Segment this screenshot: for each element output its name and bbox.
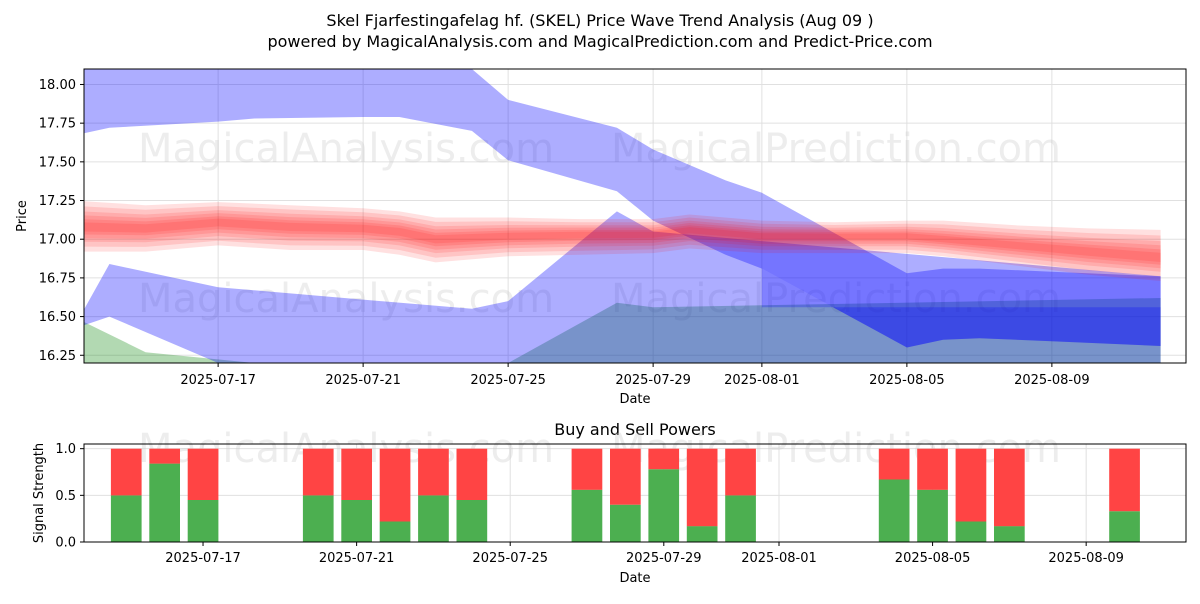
sell-bar-15 [955, 448, 987, 522]
bottom-x-axis-label: Date [619, 571, 650, 586]
sell-bar-8 [571, 448, 603, 490]
buy-bar-14 [917, 489, 948, 542]
bottom-ytick-label-2: 1.0 [55, 442, 76, 457]
bottom-x-ticks: 2025-07-17 2025-07-21 2025-07-25 2025-07-29… [165, 542, 1124, 566]
top-xtick-label-6: 2025-08-09 [1014, 373, 1090, 388]
red-band-layer-5 [84, 218, 1161, 262]
sell-bar-6 [418, 448, 449, 496]
bottom-xtick-label-4: 2025-08-01 [741, 551, 817, 566]
buy-bar-16 [994, 526, 1025, 542]
top-x-axis-label: Date [619, 392, 650, 407]
bottom-ytick-label-0: 0.0 [55, 536, 76, 551]
sell-bar-16 [994, 448, 1025, 527]
buy-bar-10 [648, 469, 680, 542]
buy-bar-8 [571, 489, 603, 542]
sell-bar-10 [648, 448, 680, 470]
buy-bar-3 [302, 495, 334, 542]
watermark-right-upper: MagicalPrediction.com [611, 126, 1061, 172]
chart-title-line1: Skel Fjarfestingafelag hf. (SKEL) Price … [326, 11, 873, 30]
bottom-bars [110, 448, 1140, 542]
sell-bar-9 [610, 448, 641, 505]
top-ytick-label-0: 16.25 [39, 349, 76, 364]
sell-bar-17 [1109, 448, 1140, 512]
top-y-axis-label: Price [15, 200, 30, 232]
red-band-layer-2 [84, 210, 1161, 272]
watermark-left-upper: MagicalAnalysis.com [138, 126, 554, 172]
top-xtick-label-0: 2025-07-17 [180, 373, 256, 388]
bottom-xtick-label-2: 2025-07-25 [472, 551, 548, 566]
bottom-xtick-label-6: 2025-08-09 [1048, 551, 1124, 566]
sell-bar-5 [379, 448, 411, 522]
top-xtick-label-3: 2025-07-29 [615, 373, 691, 388]
bottom-y-ticks: 0.0 0.5 1.0 [55, 442, 84, 551]
buy-bar-17 [1109, 511, 1140, 542]
bottom-xtick-label-0: 2025-07-17 [165, 551, 241, 566]
watermark-right-lower: MagicalPrediction.com [611, 276, 1061, 322]
red-band-layer-4 [84, 216, 1161, 265]
blue-upper-band-area [84, 69, 1161, 348]
top-xtick-label-2: 2025-07-25 [470, 373, 546, 388]
buy-bar-5 [379, 521, 411, 542]
bottom-xtick-label-5: 2025-08-05 [895, 551, 971, 566]
buy-bar-7 [456, 500, 488, 542]
top-bands-clipped [84, 69, 1161, 363]
top-gridlines [84, 69, 1186, 363]
sell-bar-0 [110, 448, 142, 496]
buy-bar-1 [149, 463, 180, 542]
sell-bar-4 [341, 448, 372, 500]
top-y-ticks: 16.25 16.50 16.75 17.00 17.25 17.50 17.75 18.00 [39, 78, 84, 364]
red-band-layer-1 [84, 206, 1161, 277]
buy-bar-4 [341, 500, 372, 542]
top-watermarks: MagicalAnalysis.com MagicalPrediction.co… [138, 126, 1061, 322]
top-ytick-label-4: 17.25 [39, 194, 76, 209]
buy-bar-13 [878, 479, 910, 542]
sell-bar-14 [917, 448, 948, 490]
top-ytick-label-6: 17.75 [39, 117, 76, 132]
sell-bar-3 [302, 448, 334, 496]
buy-bar-0 [110, 495, 142, 542]
top-plot-frame [83, 68, 1187, 364]
buy-bar-9 [610, 504, 641, 542]
bottom-plot-frame [83, 443, 1187, 543]
buy-bar-6 [418, 495, 449, 542]
sell-bar-11 [686, 448, 718, 527]
bottom-ytick-label-1: 0.5 [55, 489, 76, 504]
red-band-layer-0 [84, 201, 1161, 281]
sell-bar-7 [456, 448, 488, 500]
bottom-y-axis-label: Signal Strength [32, 443, 47, 543]
blue-overlap-area [761, 268, 1161, 348]
watermark-left-lower: MagicalAnalysis.com [138, 276, 554, 322]
top-ytick-label-5: 17.50 [39, 155, 76, 170]
sell-bar-12 [725, 448, 756, 496]
top-ytick-label-3: 17.00 [39, 233, 76, 248]
top-bands [84, 69, 1161, 363]
top-xtick-label-1: 2025-07-21 [325, 373, 401, 388]
buy-bar-12 [725, 495, 756, 542]
top-x-ticks: 2025-07-17 2025-07-21 2025-07-25 2025-07-29… [180, 363, 1090, 388]
bottom-chart-title: Buy and Sell Powers [554, 420, 716, 439]
buy-bar-11 [686, 526, 718, 542]
bottom-xtick-label-3: 2025-07-29 [626, 551, 702, 566]
sell-bar-13 [878, 448, 910, 480]
chart-title-line2: powered by MagicalAnalysis.com and Magic… [267, 32, 932, 51]
red-band-layer-3 [84, 213, 1161, 269]
top-ytick-label-2: 16.75 [39, 271, 76, 286]
top-ytick-label-1: 16.50 [39, 310, 76, 325]
top-xtick-label-5: 2025-08-05 [869, 373, 945, 388]
blue-lower-band-area [84, 211, 1161, 363]
buy-bar-15 [955, 521, 987, 542]
sell-bar-1 [149, 448, 180, 464]
bottom-xtick-label-1: 2025-07-21 [319, 551, 395, 566]
sell-bar-2 [187, 448, 219, 500]
buy-bar-2 [187, 500, 219, 542]
top-xtick-label-4: 2025-08-01 [724, 373, 800, 388]
top-ytick-label-7: 18.00 [39, 78, 76, 93]
green-band-area [84, 298, 1161, 363]
